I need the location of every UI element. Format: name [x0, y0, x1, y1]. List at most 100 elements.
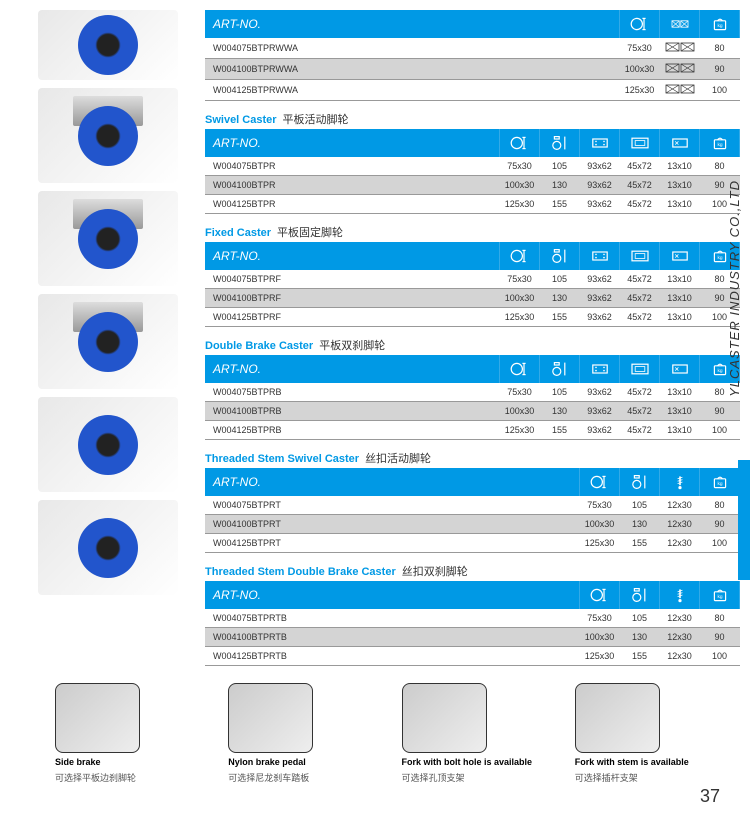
col-header-kg-icon: kg: [700, 10, 740, 38]
cell-value: 80: [700, 157, 740, 176]
cell-artno: W004075BTPRF: [205, 270, 500, 289]
cell-value: 45x72: [620, 421, 660, 440]
section-title: Threaded Stem Double Brake Caster丝扣双刹脚轮: [205, 563, 740, 579]
cell-value: 12x30: [660, 496, 700, 515]
cell-value: 90: [700, 402, 740, 421]
cell-value: 155: [620, 647, 660, 666]
cell-value: 12x30: [660, 628, 700, 647]
cell-value: 130: [540, 176, 580, 195]
col-header-wheel-icon: [500, 242, 540, 270]
cell-value: 93x62: [580, 289, 620, 308]
col-header-plate2-icon: [620, 242, 660, 270]
caster-image: [38, 191, 178, 286]
section-title-cn: 平板活动脚轮: [283, 114, 349, 126]
cell-value: 45x72: [620, 383, 660, 402]
col-header-height-icon: [620, 581, 660, 609]
cell-value: 13x10: [660, 195, 700, 214]
cell-artno: W004100BTPRTB: [205, 628, 580, 647]
cell-value: 155: [540, 421, 580, 440]
col-header-wheel-icon: [580, 581, 620, 609]
cell-artno: W004100BTPRWWA: [205, 59, 620, 80]
cell-value: 93x62: [580, 421, 620, 440]
cell-value: 105: [540, 270, 580, 289]
caster-image: [38, 10, 178, 80]
option-image: [575, 683, 660, 753]
table-row: W004075BTPRT75x3010512x3080: [205, 496, 740, 515]
cell-value: 93x62: [580, 308, 620, 327]
option-item: Fork with bolt hole is available可选择孔顶支架: [402, 683, 547, 784]
cell-value: 80: [700, 496, 740, 515]
page-number: 37: [700, 786, 720, 807]
table-row: W004100BTPR100x3013093x6245x7213x1090: [205, 176, 740, 195]
section-title-en: Fixed Caster: [205, 227, 271, 239]
col-header-plate-icon: [580, 242, 620, 270]
cell-value: 125x30: [620, 80, 660, 101]
table-row: W004100BTPRTB100x3013012x3090: [205, 628, 740, 647]
section-title-en: Threaded Stem Swivel Caster: [205, 453, 359, 465]
svg-text:kg: kg: [717, 23, 722, 29]
section-title-cn: 丝扣双刹脚轮: [402, 566, 468, 578]
option-title: Side brake: [55, 757, 200, 769]
cell-value: [660, 59, 700, 80]
col-header-kg-icon: kg: [700, 129, 740, 157]
side-accent-bar: [738, 460, 750, 580]
cell-artno: W004100BTPRF: [205, 289, 500, 308]
table-row: W004100BTPRF100x3013093x6245x7213x1090: [205, 289, 740, 308]
bottom-options-row: Side brake可选择平板边刹脚轮Nylon brake pedal可选择尼…: [55, 683, 720, 784]
svg-text:kg: kg: [717, 142, 722, 148]
spec-table: ART-NO.kgW004075BTPRB75x3010593x6245x721…: [205, 355, 740, 440]
col-header-plate-icon: [580, 355, 620, 383]
cell-value: 13x10: [660, 421, 700, 440]
cell-value: 75x30: [580, 609, 620, 628]
cell-value: 155: [540, 308, 580, 327]
cell-value: 130: [540, 402, 580, 421]
option-title: Fork with bolt hole is available: [402, 757, 547, 769]
spec-section: Swivel Caster平板活动脚轮ART-NO.kgW004075BTPR7…: [205, 111, 740, 214]
section-title-cn: 丝扣活动脚轮: [365, 453, 431, 465]
cell-value: 155: [540, 195, 580, 214]
cell-value: 93x62: [580, 157, 620, 176]
table-row: W004075BTPRWWA75x3080: [205, 38, 740, 59]
cell-value: 130: [620, 515, 660, 534]
section-title-cn: 平板双刹脚轮: [319, 340, 385, 352]
table-row: W004075BTPRF75x3010593x6245x7213x1080: [205, 270, 740, 289]
cell-value: 75x30: [500, 157, 540, 176]
cell-value: 90: [700, 628, 740, 647]
cell-value: 75x30: [500, 383, 540, 402]
col-header-bolt-icon: [660, 129, 700, 157]
cell-value: 105: [540, 157, 580, 176]
cell-value: [660, 38, 700, 59]
cell-value: 12x30: [660, 647, 700, 666]
spec-table: ART-NO. kg W004075BTPRWWA75x3080W004100BTP…: [205, 10, 740, 101]
option-title: Nylon brake pedal: [228, 757, 373, 769]
spec-section: Double Brake Caster平板双刹脚轮ART-NO.kgW00407…: [205, 337, 740, 440]
table-row: W004075BTPR75x3010593x6245x7213x1080: [205, 157, 740, 176]
cell-value: 100x30: [500, 289, 540, 308]
col-header-kg-icon: kg: [700, 581, 740, 609]
option-cn: 可选择插杆支架: [575, 771, 720, 784]
cell-value: 75x30: [500, 270, 540, 289]
col-header-screw-icon: [660, 581, 700, 609]
table-row: W004075BTPRB75x3010593x6245x7213x1080: [205, 383, 740, 402]
cell-value: 45x72: [620, 402, 660, 421]
col-header-plate2-icon: [620, 129, 660, 157]
cell-artno: W004075BTPRT: [205, 496, 580, 515]
cell-value: 100: [700, 421, 740, 440]
spec-table: ART-NO.kgW004075BTPRTB75x3010512x3080W00…: [205, 581, 740, 666]
section-title: Threaded Stem Swivel Caster 丝扣活动脚轮: [205, 450, 740, 466]
cell-artno: W004075BTPRTB: [205, 609, 580, 628]
option-image: [55, 683, 140, 753]
cell-value: 105: [620, 609, 660, 628]
option-item: Fork with stem is available 可选择插杆支架: [575, 683, 720, 784]
col-header-artno: ART-NO.: [205, 242, 500, 270]
cell-value: 12x30: [660, 515, 700, 534]
cell-artno: W004075BTPRB: [205, 383, 500, 402]
cell-value: 90: [700, 515, 740, 534]
caster-image: [38, 500, 178, 595]
col-header-artno: ART-NO.: [205, 10, 620, 38]
col-header-wheel-icon: [620, 10, 660, 38]
cell-value: 13x10: [660, 383, 700, 402]
spec-section: Fixed Caster平板固定脚轮ART-NO.kgW004075BTPRF7…: [205, 224, 740, 327]
cell-value: 93x62: [580, 176, 620, 195]
option-title: Fork with stem is available: [575, 757, 720, 769]
